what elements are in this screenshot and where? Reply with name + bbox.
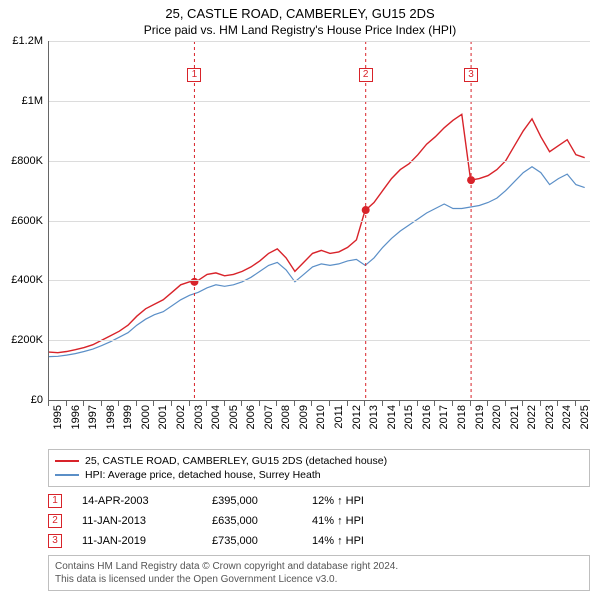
- series-line-price_paid: [49, 114, 585, 352]
- chart-subtitle: Price paid vs. HM Land Registry's House …: [0, 21, 600, 41]
- attribution-footer: Contains HM Land Registry data © Crown c…: [48, 555, 590, 591]
- x-axis-label: 2019: [474, 405, 486, 429]
- transaction-point: [362, 206, 370, 214]
- transaction-index-box: 1: [48, 494, 62, 508]
- transaction-price: £735,000: [212, 535, 292, 547]
- x-axis-label: 2018: [456, 405, 468, 429]
- x-axis-label: 2003: [193, 405, 205, 429]
- transaction-marker-box: 2: [359, 68, 373, 82]
- footer-line: Contains HM Land Registry data © Crown c…: [55, 560, 583, 573]
- transaction-price: £635,000: [212, 515, 292, 527]
- transaction-row: 2 11-JAN-2013 £635,000 41% ↑ HPI: [48, 511, 590, 531]
- legend-item-price-paid: 25, CASTLE ROAD, CAMBERLEY, GU15 2DS (de…: [55, 454, 583, 468]
- x-axis-label: 2016: [421, 405, 433, 429]
- legend-swatch: [55, 474, 79, 476]
- x-axis-label: 2002: [175, 405, 187, 429]
- y-axis-label: £800K: [11, 155, 49, 167]
- x-axis-label: 2023: [544, 405, 556, 429]
- transaction-point: [467, 176, 475, 184]
- x-axis-label: 2024: [561, 405, 573, 429]
- x-axis-label: 2025: [579, 405, 591, 429]
- x-axis-label: 2020: [491, 405, 503, 429]
- x-axis-label: 2001: [157, 405, 169, 429]
- x-axis-label: 2013: [368, 405, 380, 429]
- chart-plot-area: £0£200K£400K£600K£800K£1M£1.2M123: [48, 41, 590, 401]
- transaction-index-box: 2: [48, 514, 62, 528]
- x-axis-label: 2000: [140, 405, 152, 429]
- footer-line: This data is licensed under the Open Gov…: [55, 573, 583, 586]
- transaction-row: 3 11-JAN-2019 £735,000 14% ↑ HPI: [48, 531, 590, 551]
- y-axis-label: £1M: [22, 95, 49, 107]
- transaction-marker-box: 3: [464, 68, 478, 82]
- x-axis-label: 2010: [315, 405, 327, 429]
- y-axis-label: £400K: [11, 274, 49, 286]
- transaction-price: £395,000: [212, 495, 292, 507]
- x-axis-label: 2008: [280, 405, 292, 429]
- x-axis-label: 2011: [333, 405, 345, 429]
- transaction-date: 11-JAN-2019: [82, 535, 192, 547]
- x-axis-label: 2006: [245, 405, 257, 429]
- series-line-hpi: [49, 167, 585, 357]
- x-axis-label: 1995: [52, 405, 64, 429]
- x-axis-label: 2022: [526, 405, 538, 429]
- x-axis-label: 2015: [403, 405, 415, 429]
- transaction-point: [190, 278, 198, 286]
- transaction-date: 11-JAN-2013: [82, 515, 192, 527]
- y-axis-label: £600K: [11, 215, 49, 227]
- x-axis-label: 2004: [210, 405, 222, 429]
- transaction-marker-box: 1: [187, 68, 201, 82]
- legend-item-hpi: HPI: Average price, detached house, Surr…: [55, 468, 583, 482]
- transaction-delta: 14% ↑ HPI: [312, 535, 402, 547]
- x-axis-label: 2009: [298, 405, 310, 429]
- y-axis-label: £1.2M: [12, 35, 49, 47]
- transaction-delta: 41% ↑ HPI: [312, 515, 402, 527]
- x-axis-label: 1997: [87, 405, 99, 429]
- x-axis-label: 2021: [509, 405, 521, 429]
- legend-label: 25, CASTLE ROAD, CAMBERLEY, GU15 2DS (de…: [85, 455, 387, 467]
- legend-swatch: [55, 460, 79, 462]
- x-axis-label: 2017: [438, 405, 450, 429]
- x-axis-label: 1999: [122, 405, 134, 429]
- y-axis-label: £200K: [11, 334, 49, 346]
- legend-label: HPI: Average price, detached house, Surr…: [85, 469, 321, 481]
- x-axis-label: 1998: [105, 405, 117, 429]
- x-axis-label: 1996: [70, 405, 82, 429]
- x-axis-label: 2012: [351, 405, 363, 429]
- transaction-row: 1 14-APR-2003 £395,000 12% ↑ HPI: [48, 491, 590, 511]
- chart-title: 25, CASTLE ROAD, CAMBERLEY, GU15 2DS: [0, 0, 600, 21]
- transactions-table: 1 14-APR-2003 £395,000 12% ↑ HPI 2 11-JAN-201…: [48, 491, 590, 551]
- x-axis-label: 2007: [263, 405, 275, 429]
- transaction-index-box: 3: [48, 534, 62, 548]
- x-axis-label: 2014: [386, 405, 398, 429]
- transaction-date: 14-APR-2003: [82, 495, 192, 507]
- y-axis-label: £0: [31, 394, 49, 406]
- transaction-delta: 12% ↑ HPI: [312, 495, 402, 507]
- x-axis-labels: 1995 1996 1997 1998 1999 2000 2001 2002 2003 2004…: [48, 401, 590, 443]
- x-axis-label: 2005: [228, 405, 240, 429]
- chart-legend: 25, CASTLE ROAD, CAMBERLEY, GU15 2DS (de…: [48, 449, 590, 487]
